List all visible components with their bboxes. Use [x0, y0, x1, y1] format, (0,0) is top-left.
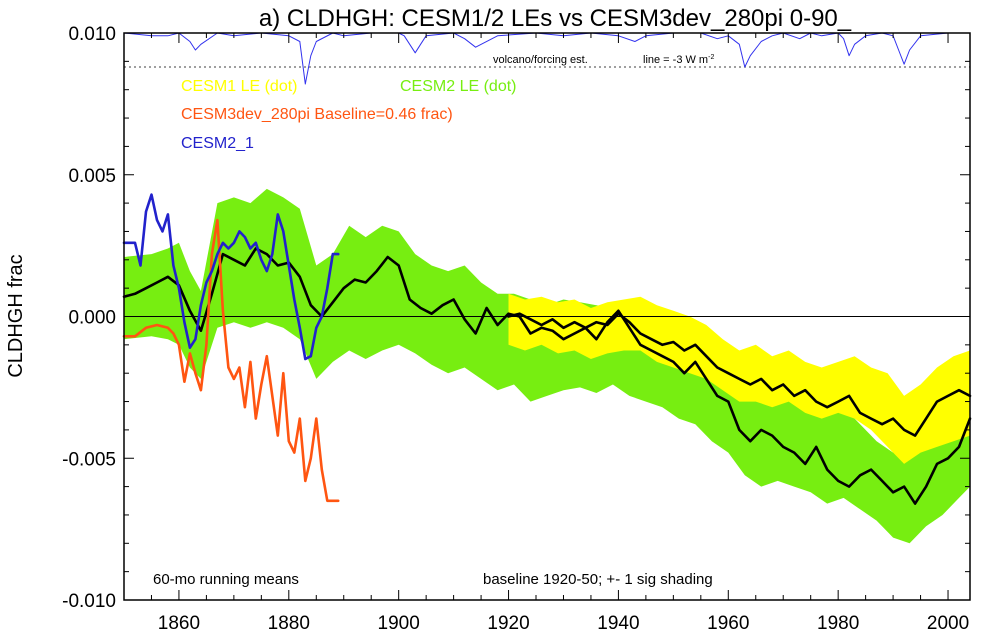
y-tick-label: 0.005	[68, 166, 116, 187]
legend-cesm2-1: CESM2_1	[181, 135, 254, 152]
x-tick-label: 1980	[817, 613, 859, 634]
series-line-cesm2-1	[122, 193, 340, 361]
series-line-volcano-forcing-est	[123, 32, 971, 85]
y-tick-label: -0.010	[62, 591, 116, 612]
x-tick-label: 1940	[597, 613, 639, 634]
running-mean-annotation: 60-mo running means	[153, 571, 299, 588]
plot-layer	[122, 32, 972, 544]
series-line-cesm3dev-280pi-baseline-0-46-frac	[122, 218, 340, 503]
y-tick-label: 0.000	[68, 308, 116, 329]
series-line-cesm1-le-mean	[507, 312, 972, 437]
x-tick-label: 1880	[268, 613, 310, 634]
volcano-annotation: volcano/forcing est.	[493, 54, 588, 66]
x-tick-label: 1920	[487, 613, 529, 634]
x-tick-label: 2000	[927, 613, 969, 634]
x-tick-label: 1900	[378, 613, 420, 634]
baseline-annotation: baseline 1920-50; +- 1 sig shading	[483, 571, 713, 588]
series-line-cesm2-le-mean	[122, 247, 972, 505]
y-tick-label: -0.005	[62, 449, 116, 470]
x-tick-label: 1960	[707, 613, 749, 634]
line-note-superscript: -2	[708, 54, 714, 61]
legend-cesm2-le: CESM2 LE (dot)	[400, 78, 516, 95]
chart-title: a) CLDHGH: CESM1/2 LEs vs CESM3dev_280pi…	[259, 5, 852, 32]
y-axis-label: CLDHGH frac	[5, 254, 27, 377]
legend-cesm3dev: CESM3dev_280pi Baseline=0.46 frac)	[181, 106, 453, 123]
line-note-text: line = -3 W m	[643, 54, 708, 66]
axes-layer: 0.010 0.005 0.000 -0.005 -0.010 1860 1880 1900 1…	[62, 24, 971, 634]
x-tick-label: 1860	[158, 613, 200, 634]
y-tick-label: 0.010	[68, 24, 116, 45]
legend-cesm1-le: CESM1 LE (dot)	[181, 78, 297, 95]
line-note-annotation: line = -3 W m-2	[643, 54, 714, 66]
band-cesm2-le-dot	[124, 188, 970, 544]
